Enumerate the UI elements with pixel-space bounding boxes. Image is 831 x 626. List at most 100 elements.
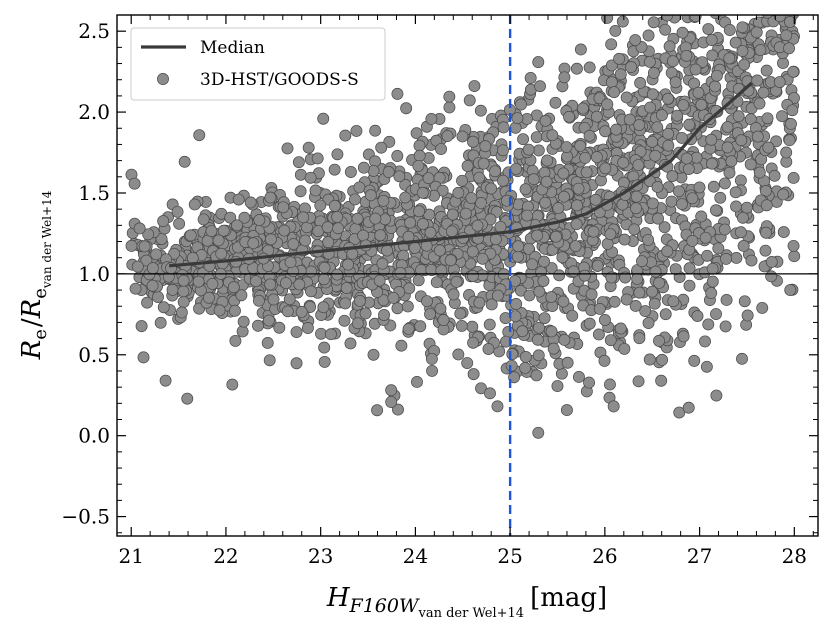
data-point: [340, 282, 353, 295]
data-point: [435, 143, 447, 156]
data-point: [408, 241, 421, 254]
data-point: [599, 162, 612, 175]
data-point: [773, 15, 786, 23]
data-point: [683, 262, 696, 275]
data-point: [437, 314, 450, 326]
data-point: [643, 353, 656, 366]
data-point: [400, 102, 413, 115]
data-point: [619, 271, 632, 284]
data-point: [489, 233, 502, 246]
data-point: [754, 44, 767, 57]
data-point: [447, 288, 460, 301]
data-point: [721, 121, 734, 134]
data-point: [634, 77, 647, 89]
data-point: [261, 337, 274, 349]
data-point: [549, 96, 562, 109]
data-point: [589, 193, 602, 206]
data-point: [538, 255, 550, 268]
data-point: [699, 231, 712, 244]
data-point: [753, 166, 766, 179]
data-point: [463, 94, 476, 107]
data-point: [777, 57, 789, 70]
data-point: [783, 42, 796, 55]
legend-scatter-swatch: [157, 73, 169, 85]
data-point: [491, 400, 504, 413]
data-point: [519, 183, 532, 196]
data-point: [426, 364, 439, 377]
data-point: [718, 223, 731, 236]
data-point: [700, 360, 713, 373]
data-point: [759, 244, 772, 257]
data-point: [737, 211, 749, 224]
data-point: [367, 348, 380, 361]
data-point: [785, 117, 797, 130]
data-point: [193, 129, 206, 142]
data-point: [522, 143, 535, 156]
data-point: [317, 112, 330, 125]
data-point: [770, 135, 783, 148]
data-point: [454, 307, 467, 320]
data-point: [639, 305, 652, 317]
data-point: [567, 265, 580, 278]
data-point: [744, 113, 757, 126]
data-point: [580, 166, 593, 179]
data-point: [768, 169, 781, 182]
data-point: [264, 191, 277, 204]
data-point: [566, 309, 579, 322]
data-point: [232, 193, 245, 206]
median-line-group: [168, 81, 753, 268]
data-point: [318, 341, 331, 354]
data-point: [744, 158, 757, 171]
data-point: [574, 43, 587, 56]
data-point: [519, 350, 532, 363]
data-point: [302, 141, 315, 154]
data-point: [558, 190, 570, 203]
data-point: [672, 185, 685, 198]
data-point: [328, 199, 341, 212]
data-point: [491, 289, 504, 302]
x-tick-label: 27: [687, 544, 712, 568]
data-point: [737, 240, 750, 252]
data-point: [295, 305, 308, 318]
data-point: [730, 200, 743, 213]
data-point: [688, 354, 701, 367]
data-point: [357, 161, 370, 174]
data-point: [519, 362, 532, 374]
data-point: [608, 86, 621, 99]
data-point: [667, 295, 680, 308]
data-point: [762, 141, 775, 154]
data-point: [175, 306, 188, 319]
data-point: [649, 265, 662, 278]
data-point: [569, 240, 582, 253]
data-point: [680, 49, 693, 62]
data-point: [598, 354, 611, 367]
data-point: [159, 374, 172, 387]
data-point: [701, 249, 714, 262]
data-point: [278, 224, 291, 237]
data-point: [760, 199, 773, 212]
data-point: [339, 297, 352, 310]
data-point: [675, 131, 688, 144]
data-point: [412, 159, 425, 172]
data-point: [591, 259, 604, 272]
data-point: [736, 352, 748, 365]
data-point: [173, 217, 186, 230]
data-point: [212, 234, 225, 247]
data-point: [499, 335, 512, 348]
data-point: [547, 342, 560, 355]
data-point: [391, 302, 404, 315]
data-point: [655, 109, 668, 122]
data-point: [738, 58, 751, 71]
data-point: [157, 301, 170, 314]
data-point: [702, 318, 715, 331]
data-point: [142, 228, 155, 241]
data-point: [783, 134, 796, 147]
data-point: [531, 229, 544, 242]
data-point: [383, 135, 396, 148]
data-point: [350, 124, 363, 137]
data-point: [642, 317, 655, 329]
y-tick-label: 2.5: [78, 19, 110, 43]
data-point: [570, 62, 583, 75]
data-point: [252, 319, 264, 332]
